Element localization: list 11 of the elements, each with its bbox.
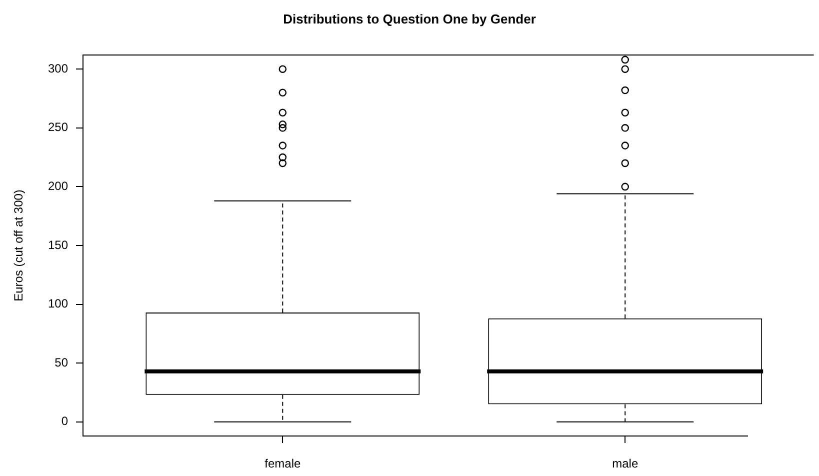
y-tick-label: 150 — [48, 238, 68, 252]
y-tick-label: 0 — [61, 414, 68, 428]
y-tick-label: 100 — [48, 296, 68, 311]
y-tick-label: 300 — [48, 61, 68, 76]
x-tick-label: male — [612, 456, 638, 471]
y-axis-title: Euros (cut off at 300) — [12, 190, 26, 302]
chart-title: Distributions to Question One by Gender — [283, 11, 536, 26]
y-tick-label: 200 — [48, 179, 68, 194]
y-tick-label: 50 — [54, 355, 68, 370]
x-tick-label: female — [264, 456, 301, 471]
y-tick-label: 250 — [48, 120, 68, 134]
